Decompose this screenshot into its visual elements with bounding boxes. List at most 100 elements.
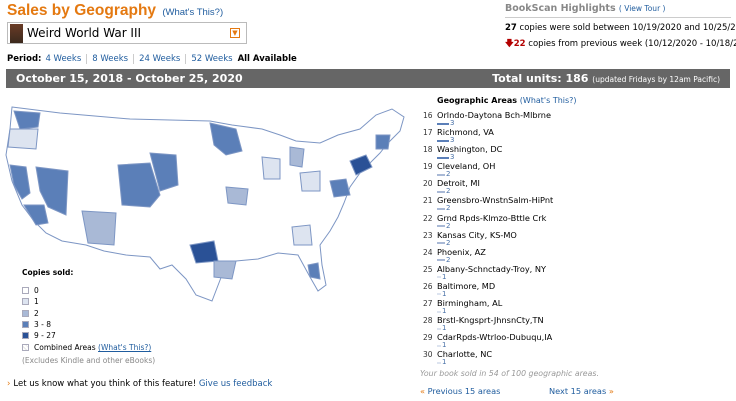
total-units: Total units: 186 (492, 72, 589, 85)
area-row: 28 Brstl-Kngsprt-JhnsnCty,TN 1 (423, 316, 623, 333)
legend-label: 1 (34, 297, 39, 307)
areas-title: Geographic Areas (437, 96, 517, 105)
period-all-available[interactable]: All Available (237, 54, 297, 64)
legend-item-2: 2 (22, 308, 155, 319)
legend-swatch (22, 321, 29, 329)
title-text: Sales by Geography (7, 2, 157, 19)
weekly-count: 27 (505, 23, 517, 33)
next-areas-link[interactable]: Next 15 areas » (549, 386, 614, 396)
area-name: Richmond, VA (437, 127, 494, 138)
area-row: 22 Grnd Rpds-Klmzo-Bttle Crk 2 (423, 213, 623, 231)
book-select[interactable]: Weird World War III ▼ (7, 22, 247, 44)
area-count: 2 (446, 204, 451, 213)
region-nevada (35, 166, 69, 216)
region-sf (9, 164, 31, 200)
area-row: 25 Albany-Schnctady-Troy, NY 1 (423, 263, 623, 282)
count-bar (437, 259, 445, 262)
area-name: Washington, DC (437, 144, 503, 155)
legend-swatch (22, 343, 29, 351)
view-tour-link[interactable]: ( View Tour ) (618, 4, 666, 13)
legend-combined: Combined Areas (What's This?) (22, 341, 155, 352)
region-dc (329, 178, 351, 198)
legend-swatch (22, 309, 29, 317)
region-montana (209, 122, 243, 156)
count-bar (437, 139, 449, 142)
period-4-weeks[interactable]: 4 Weeks (45, 54, 82, 64)
area-count: 2 (446, 238, 451, 247)
area-name: CdarRpds-Wtrloo-Dubuqu,IA (437, 332, 553, 343)
region-detroit (289, 146, 305, 168)
area-count: 1 (442, 358, 447, 367)
areas-whats-this-link[interactable]: (What's This?) (519, 96, 577, 105)
area-rank: 29 (423, 333, 433, 343)
area-row: 27 Birmingham, AL 1 (423, 299, 623, 316)
area-rank: 21 (423, 196, 433, 206)
region-houston (213, 260, 237, 280)
count-bar (437, 344, 441, 347)
feedback-link[interactable]: Give us feedback (198, 379, 273, 389)
bookscan-highlights: BookScan Highlights ( View Tour ) 27 cop… (505, 3, 736, 52)
area-name: Greensbro-WnstnSalm-HiPnt (437, 195, 554, 206)
region-seattle (13, 110, 41, 130)
total-note: (updated Fridays by 12am Pacific) (592, 75, 720, 84)
region-kc (225, 186, 249, 206)
areas-summary: Your book sold in 54 of 100 geographic a… (420, 369, 599, 378)
region-portland (7, 128, 39, 150)
area-rank: 19 (423, 162, 433, 172)
area-row: 21 Greensbro-WnstnSalm-HiPnt 2 (423, 196, 623, 213)
area-row: 18 Washington, DC 3 (423, 145, 623, 162)
area-rank: 28 (423, 316, 433, 326)
area-row: 17 Richmond, VA 3 (423, 128, 623, 145)
area-count: 1 (442, 324, 447, 333)
period-24-weeks[interactable]: 24 Weeks (133, 54, 185, 64)
legend-item-1: 1 (22, 296, 155, 307)
legend-swatch (22, 332, 29, 340)
legend-item-4: 9 - 27 (22, 330, 155, 341)
area-name: Brstl-Kngsprt-JhnsnCty,TN (437, 315, 544, 326)
change-count: 22 (513, 39, 526, 49)
count-bar (437, 310, 441, 313)
region-boston (375, 134, 391, 150)
area-name: Kansas City, KS-MO (437, 229, 517, 240)
change-text: copies from previous week (10/12/2020 - … (528, 39, 736, 49)
area-count: 3 (450, 153, 455, 162)
map-legend: Copies sold: 0 1 2 3 - 8 9 - 27 Combined… (22, 268, 155, 365)
period-52-weeks[interactable]: 52 Weeks (185, 54, 237, 64)
count-bar (437, 293, 441, 296)
us-sales-map[interactable] (0, 95, 420, 305)
area-name: Baltimore, MD (437, 280, 496, 291)
geographic-areas-list: Geographic Areas (What's This?) 16 Orlndo… (423, 96, 623, 367)
legend-label: 0 (34, 286, 39, 296)
area-name: Albany-Schnctady-Troy, NY (437, 263, 547, 274)
area-row: 29 CdarRpds-Wtrloo-Dubuqu,IA 1 (423, 333, 623, 350)
legend-swatch (22, 287, 29, 295)
legend-item-3: 3 - 8 (22, 319, 155, 330)
area-row: 16 Orlndo-Daytona Bch-Mlbrne 3 (423, 111, 623, 128)
combined-whats-this-link[interactable]: (What's This?) (98, 342, 152, 352)
count-bar (437, 225, 445, 228)
double-chevron-right-icon: » (608, 386, 614, 396)
area-rank: 23 (423, 230, 433, 240)
highlights-title: BookScan Highlights (505, 3, 616, 14)
previous-label: Previous 15 areas (427, 386, 501, 396)
chevron-down-icon[interactable]: ▼ (230, 28, 240, 38)
area-rank: 24 (423, 247, 433, 257)
region-utah (117, 162, 161, 208)
area-count: 2 (446, 170, 451, 179)
previous-areas-link[interactable]: « Previous 15 areas (420, 386, 500, 396)
region-ny (349, 154, 373, 176)
period-8-weeks[interactable]: 8 Weeks (86, 54, 133, 64)
legend-label: Combined Areas (34, 342, 96, 352)
legend-item-0: 0 (22, 285, 155, 296)
area-rank: 18 (423, 145, 433, 155)
area-count: 2 (446, 221, 451, 230)
count-bar (437, 173, 445, 176)
region-ohio (299, 170, 321, 192)
count-bar (437, 276, 441, 279)
count-bar (437, 242, 445, 245)
legend-note: (Excludes Kindle and other eBooks) (22, 355, 156, 365)
whats-this-link[interactable]: (What's This?) (162, 7, 224, 18)
book-title: Weird World War III (27, 26, 142, 40)
area-count: 1 (442, 307, 447, 316)
area-count: 2 (446, 187, 451, 196)
